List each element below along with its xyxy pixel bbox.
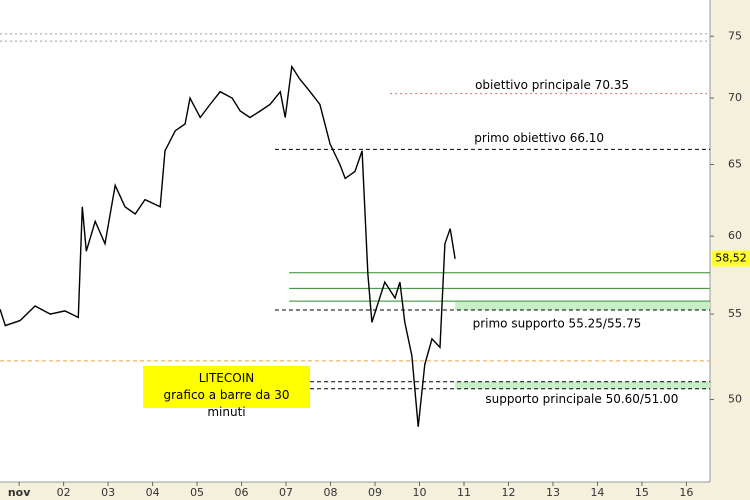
level-annotation: obiettivo principale 70.35	[475, 78, 629, 92]
x-tick-label: 05	[190, 486, 204, 499]
level-annotation: primo supporto 55.25/55.75	[473, 316, 642, 330]
y-tick-label: 50	[728, 392, 742, 405]
x-tick-label: 12	[501, 486, 515, 499]
y-axis-strip	[710, 0, 750, 500]
level-annotation: primo obiettivo 66.10	[474, 131, 604, 145]
y-tick-label: 70	[728, 91, 742, 104]
x-tick-label: 13	[546, 486, 560, 499]
y-tick-label: 65	[728, 157, 742, 170]
x-tick-label: 16	[679, 486, 693, 499]
x-tick-label: 09	[368, 486, 382, 499]
y-tick-label: 60	[728, 229, 742, 242]
x-tick-label: nov	[8, 486, 31, 499]
last-value-box	[712, 250, 750, 267]
plot-area	[0, 0, 710, 482]
x-tick-label: 10	[413, 486, 427, 499]
title-box: LITECOIN grafico a barre da 30 minuti	[143, 366, 310, 419]
x-tick-label: 06	[235, 486, 249, 499]
x-tick-label: 15	[635, 486, 649, 499]
y-tick-label: 55	[728, 307, 742, 320]
support-band	[455, 381, 710, 389]
x-tick-label: 03	[101, 486, 115, 499]
x-tick-label: 07	[279, 486, 293, 499]
title-line: grafico a barre da 30 minuti	[163, 388, 290, 419]
x-tick-label: 02	[57, 486, 71, 499]
x-tick-label: 04	[146, 486, 160, 499]
support-band	[455, 301, 710, 311]
y-tick-label: 75	[728, 29, 742, 42]
last-value-label: 58,52	[715, 252, 747, 265]
x-tick-label: 14	[590, 486, 604, 499]
x-tick-label: 11	[457, 486, 471, 499]
level-annotation: supporto principale 50.60/51.00	[485, 392, 678, 406]
x-axis-strip	[0, 482, 710, 500]
price-line	[0, 64, 456, 427]
x-tick-label: 08	[324, 486, 338, 499]
title-line: LITECOIN	[198, 371, 255, 385]
